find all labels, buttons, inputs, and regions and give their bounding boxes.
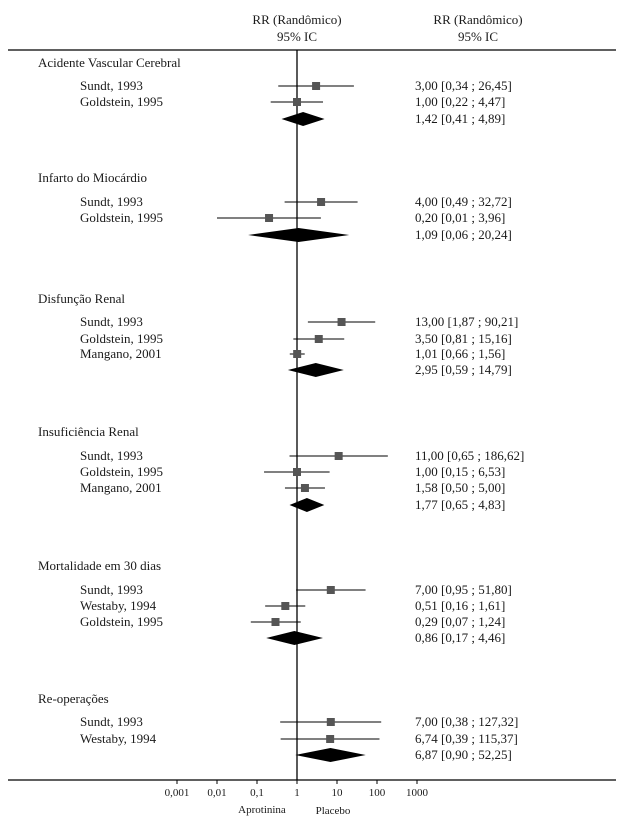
study-result: 4,00 [0,49 ; 32,72]: [415, 194, 512, 209]
study-result: 1,01 [0,66 ; 1,56]: [415, 346, 505, 361]
study-label: Goldstein, 1995: [80, 331, 163, 346]
x-axis: 0,001 0,01 0,1 1 10 100 1000 Aprotinina Placebo: [8, 779, 616, 817]
study-marker: [326, 718, 335, 726]
study-label: Mangano, 2001: [80, 480, 162, 495]
study-marker: [317, 198, 326, 206]
column-header: RR (Randômico) 95% IC RR (Randômico) 95%…: [252, 12, 522, 44]
group-title: Insuficiência Renal: [38, 424, 139, 439]
study-marker: [326, 735, 335, 743]
study-label: Goldstein, 1995: [80, 210, 163, 225]
study-marker: [281, 602, 290, 610]
favors-left-label: Aprotinina: [238, 804, 286, 816]
study-result: 1,58 [0,50 ; 5,00]: [415, 480, 505, 495]
study-result: 0,29 [0,07 ; 1,24]: [415, 614, 505, 629]
study-label: Sundt, 1993: [80, 314, 143, 329]
study-result: 3,50 [0,81 ; 15,16]: [415, 331, 512, 346]
study-marker: [312, 82, 321, 90]
tick-label: 1: [294, 787, 300, 799]
group-title: Disfunção Renal: [38, 291, 125, 306]
header-right-line2: 95% IC: [458, 29, 498, 44]
study-result: 7,00 [0,38 ; 127,32]: [415, 714, 518, 729]
study-label: Sundt, 1993: [80, 448, 143, 463]
study-label: Sundt, 1993: [80, 714, 143, 729]
pooled-diamond: [248, 228, 350, 242]
study-result: 11,00 [0,65 ; 186,62]: [415, 448, 524, 463]
pooled-result: 2,95 [0,59 ; 14,79]: [415, 362, 512, 377]
study-marker: [293, 98, 301, 106]
group-title: Re-operações: [38, 691, 109, 706]
tick-label: 100: [369, 787, 386, 799]
study-result: 3,00 [0,34 ; 26,45]: [415, 78, 512, 93]
study-result: 7,00 [0,95 ; 51,80]: [415, 582, 512, 597]
tick-label: 0,001: [165, 787, 190, 799]
pooled-result: 1,77 [0,65 ; 4,83]: [415, 497, 505, 512]
study-marker: [337, 318, 346, 326]
pooled-result: 1,09 [0,06 ; 20,24]: [415, 227, 512, 242]
header-left-line2: 95% IC: [277, 29, 317, 44]
study-marker: [293, 468, 301, 476]
pooled-diamond: [289, 498, 325, 512]
tick-label: 10: [332, 787, 344, 799]
study-label: Westaby, 1994: [80, 598, 157, 613]
group-title: Mortalidade em 30 dias: [38, 558, 161, 573]
study-marker: [334, 452, 343, 460]
study-label: Sundt, 1993: [80, 78, 143, 93]
group-title: Acidente Vascular Cerebral: [38, 55, 181, 70]
pooled-result: 6,87 [0,90 ; 52,25]: [415, 747, 512, 762]
study-result: 0,51 [0,16 ; 1,61]: [415, 598, 505, 613]
study-label: Westaby, 1994: [80, 731, 157, 746]
study-marker: [326, 586, 335, 594]
header-right-line1: RR (Randômico): [433, 12, 522, 27]
study-marker: [271, 618, 280, 626]
study-result: 1,00 [0,22 ; 4,47]: [415, 94, 505, 109]
study-label: Goldstein, 1995: [80, 614, 163, 629]
study-result: 13,00 [1,87 ; 90,21]: [415, 314, 518, 329]
pooled-diamond: [287, 363, 344, 377]
study-label: Goldstein, 1995: [80, 94, 163, 109]
pooled-diamond: [295, 748, 366, 762]
favors-right-label: Placebo: [316, 805, 351, 817]
pooled-result: 0,86 [0,17 ; 4,46]: [415, 630, 505, 645]
study-result: 6,74 [0,39 ; 115,37]: [415, 731, 518, 746]
pooled-result: 1,42 [0,41 ; 4,89]: [415, 111, 505, 126]
tick-label: 1000: [406, 787, 429, 799]
study-label: Mangano, 2001: [80, 346, 162, 361]
study-label: Sundt, 1993: [80, 194, 143, 209]
header-left-line1: RR (Randômico): [252, 12, 341, 27]
study-marker: [314, 335, 323, 343]
tick-label: 0,1: [250, 787, 264, 799]
study-marker: [293, 350, 302, 358]
study-marker: [300, 484, 309, 492]
pooled-diamond: [266, 631, 323, 645]
study-result: 1,00 [0,15 ; 6,53]: [415, 464, 505, 479]
plot-marks: Acidente Vascular Cerebral Sundt, 1993 3,0…: [38, 50, 524, 780]
tick-label: 0,01: [207, 787, 226, 799]
study-label: Goldstein, 1995: [80, 464, 163, 479]
study-result: 0,20 [0,01 ; 3,96]: [415, 210, 505, 225]
study-label: Sundt, 1993: [80, 582, 143, 597]
pooled-diamond: [281, 112, 325, 126]
group-title: Infarto do Miocárdio: [38, 170, 147, 185]
study-marker: [265, 214, 274, 222]
